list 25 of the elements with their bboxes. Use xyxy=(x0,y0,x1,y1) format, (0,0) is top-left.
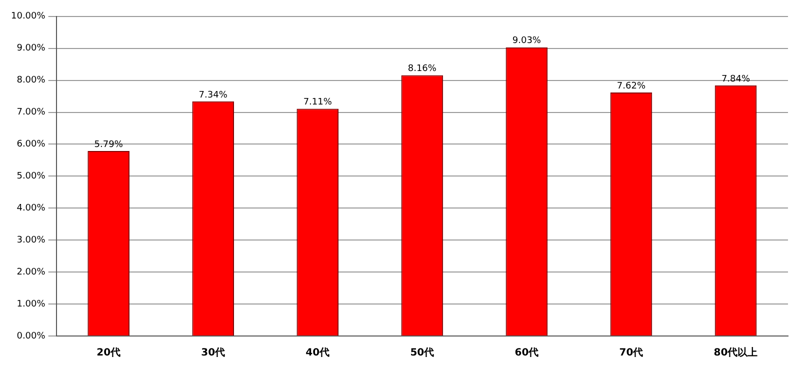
y-tick-label: 6.00% xyxy=(16,140,46,150)
data-label: 7.34% xyxy=(198,90,228,100)
y-tick-label: 7.00% xyxy=(16,108,46,118)
data-label: 8.16% xyxy=(408,64,437,74)
x-tick-label: 40代 xyxy=(306,346,330,359)
data-label: 9.03% xyxy=(512,36,542,46)
y-tick-label: 2.00% xyxy=(16,267,46,278)
x-tick-label: 30代 xyxy=(201,346,226,359)
x-tick-label: 50代 xyxy=(410,346,434,359)
y-tick-label: 9.00% xyxy=(16,44,46,54)
x-tick-label: 70代 xyxy=(619,346,644,359)
data-label: 5.79% xyxy=(94,140,124,150)
x-tick-label: 60代 xyxy=(514,346,539,359)
data-label: 7.84% xyxy=(721,74,750,84)
x-tick-label: 20代 xyxy=(96,346,121,359)
y-tick-label: 3.00% xyxy=(16,235,46,246)
y-tick-label: 8.00% xyxy=(16,76,46,86)
y-tick-label: 10.00% xyxy=(10,12,46,22)
data-label: 7.62% xyxy=(616,81,646,92)
y-tick-label: 0.00% xyxy=(16,331,46,342)
y-tick-label: 5.00% xyxy=(16,172,46,182)
y-tick-label: 4.00% xyxy=(16,204,46,214)
data-label: 7.11% xyxy=(303,98,332,108)
x-tick-label: 80代以上 xyxy=(714,346,758,359)
y-tick-label: 1.00% xyxy=(16,299,46,310)
